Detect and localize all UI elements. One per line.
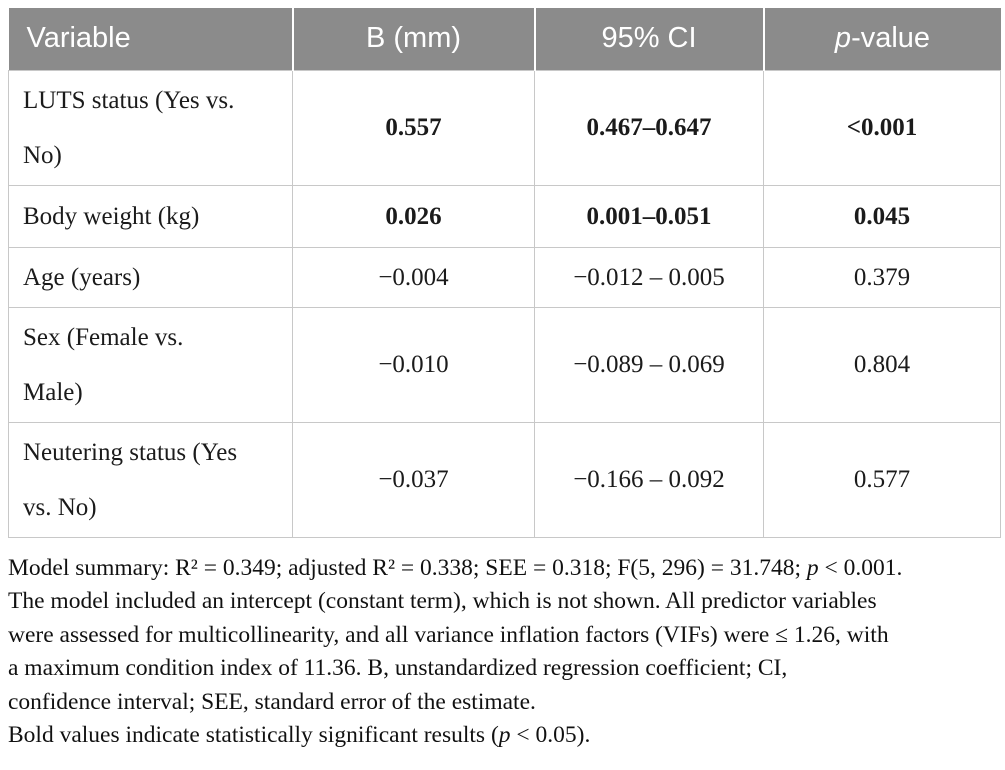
table-header-row: Variable B (mm) 95% CI p-value [8,8,1001,70]
ci-value-cell: −0.089 – 0.069 [534,306,764,423]
ci-value-cell: −0.012 – 0.005 [534,246,764,308]
variable-label-line1: LUTS status (Yes vs. [23,86,235,114]
footnote-bold-note: Bold values indicate statistically signi… [8,719,1005,753]
footnote-line: confidence interval; SEE, standard error… [8,688,536,715]
p-value-cell: 0.379 [763,246,1001,308]
b-value-cell: −0.004 [292,246,535,308]
ci-value-cell: 0.001–0.051 [534,184,764,248]
ci-value-cell: −0.166 – 0.092 [534,421,764,538]
variable-cell: Neutering status (Yes vs. No) [8,421,293,538]
table-row-age: Age (years) −0.004 −0.012 – 0.005 0.379 [8,246,1001,308]
p-italic: p [498,722,511,748]
footnote-line: a maximum condition index of 11.36. B, u… [8,655,788,681]
footnote-line: were assessed for multicollinearity, and… [8,621,889,648]
variable-cell: Age (years) [8,246,293,308]
regression-table: Variable B (mm) 95% CI p-value LUTS stat… [8,8,1001,538]
col-header-ci: 95% CI [533,8,764,70]
regression-table-figure: Variable B (mm) 95% CI p-value LUTS stat… [8,8,1005,753]
col-header-p-value: p-value [762,8,1001,70]
variable-label-line2: Male) [23,378,83,406]
p-value-cell: 0.045 [763,184,1001,248]
p-value-cell: 0.804 [763,306,1001,423]
ci-value-cell: 0.467–0.647 [534,69,764,186]
table-footnotes: Model summary: R² = 0.349; adjusted R² =… [8,552,1005,753]
table-row-sex: Sex (Female vs. Male) −0.010 −0.089 – 0.… [8,306,1001,423]
p-rest: -value [851,22,931,55]
b-value-cell: 0.557 [292,69,535,186]
variable-cell: LUTS status (Yes vs. No) [8,69,293,186]
variable-label-line2: No) [23,141,62,169]
variable-cell: Sex (Female vs. Male) [8,306,293,423]
footnote-line: The model included an intercept (constan… [8,588,877,614]
footnote-text: < 0.05). [510,722,591,748]
variable-label-line1: Body weight (kg) [23,202,200,230]
variable-cell: Body weight (kg) [8,184,293,248]
footnote-model-summary: Model summary: R² = 0.349; adjusted R² =… [8,552,1005,586]
variable-label-line1: Sex (Female vs. [23,323,184,351]
variable-label-line1: Age (years) [23,263,141,291]
footnote-text: Bold values indicate statistically signi… [8,722,499,748]
p-italic: p [834,22,852,55]
footnote-text: < 0.001. [818,554,903,581]
variable-label-line2: vs. No) [23,493,97,521]
table-row-body-weight: Body weight (kg) 0.026 0.001–0.051 0.045 [8,184,1001,248]
b-value-cell: −0.010 [292,306,535,423]
b-value-cell: −0.037 [292,421,535,538]
p-value-cell: <0.001 [763,69,1001,186]
table-row-luts-status: LUTS status (Yes vs. No) 0.557 0.467–0.6… [8,69,1001,186]
table-row-neutering-status: Neutering status (Yes vs. No) −0.037 −0.… [8,421,1001,538]
col-header-b: B (mm) [291,8,535,70]
b-value-cell: 0.026 [292,184,535,248]
variable-label-line1: Neutering status (Yes [23,438,238,466]
col-header-variable: Variable [8,8,293,70]
p-italic: p [806,554,819,581]
footnote-text: Model summary: R² = 0.349; adjusted R² =… [8,554,807,581]
p-value-cell: 0.577 [763,421,1001,538]
